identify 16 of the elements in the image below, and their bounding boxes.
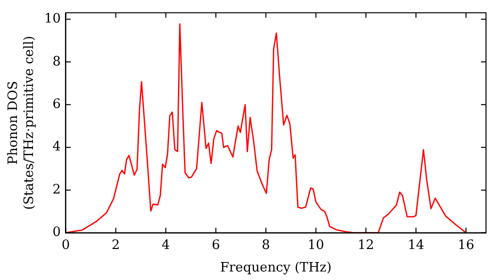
y-tick-label: 2 <box>52 182 61 198</box>
x-tick-label: 2 <box>112 238 120 253</box>
x-tick-label: 10 <box>308 238 324 253</box>
x-tick-label: 8 <box>262 238 270 253</box>
x-tick-label: 14 <box>408 238 424 253</box>
y-tick-label: 10 <box>44 12 61 27</box>
y-axis-title: Phonon DOS (States/THz·primitive cell) <box>6 36 37 210</box>
x-axis-title: Frequency (THz) <box>220 260 332 276</box>
x-tick-label: 12 <box>358 238 374 253</box>
y-tick-label: 4 <box>52 140 61 155</box>
y-tick-label: 0 <box>52 225 61 240</box>
x-tick-label: 16 <box>458 238 474 253</box>
x-tick-label: 6 <box>212 238 220 253</box>
x-tick-label: 4 <box>162 238 170 253</box>
y-tick-label: 8 <box>52 54 61 70</box>
y-tick-label: 6 <box>52 97 61 112</box>
